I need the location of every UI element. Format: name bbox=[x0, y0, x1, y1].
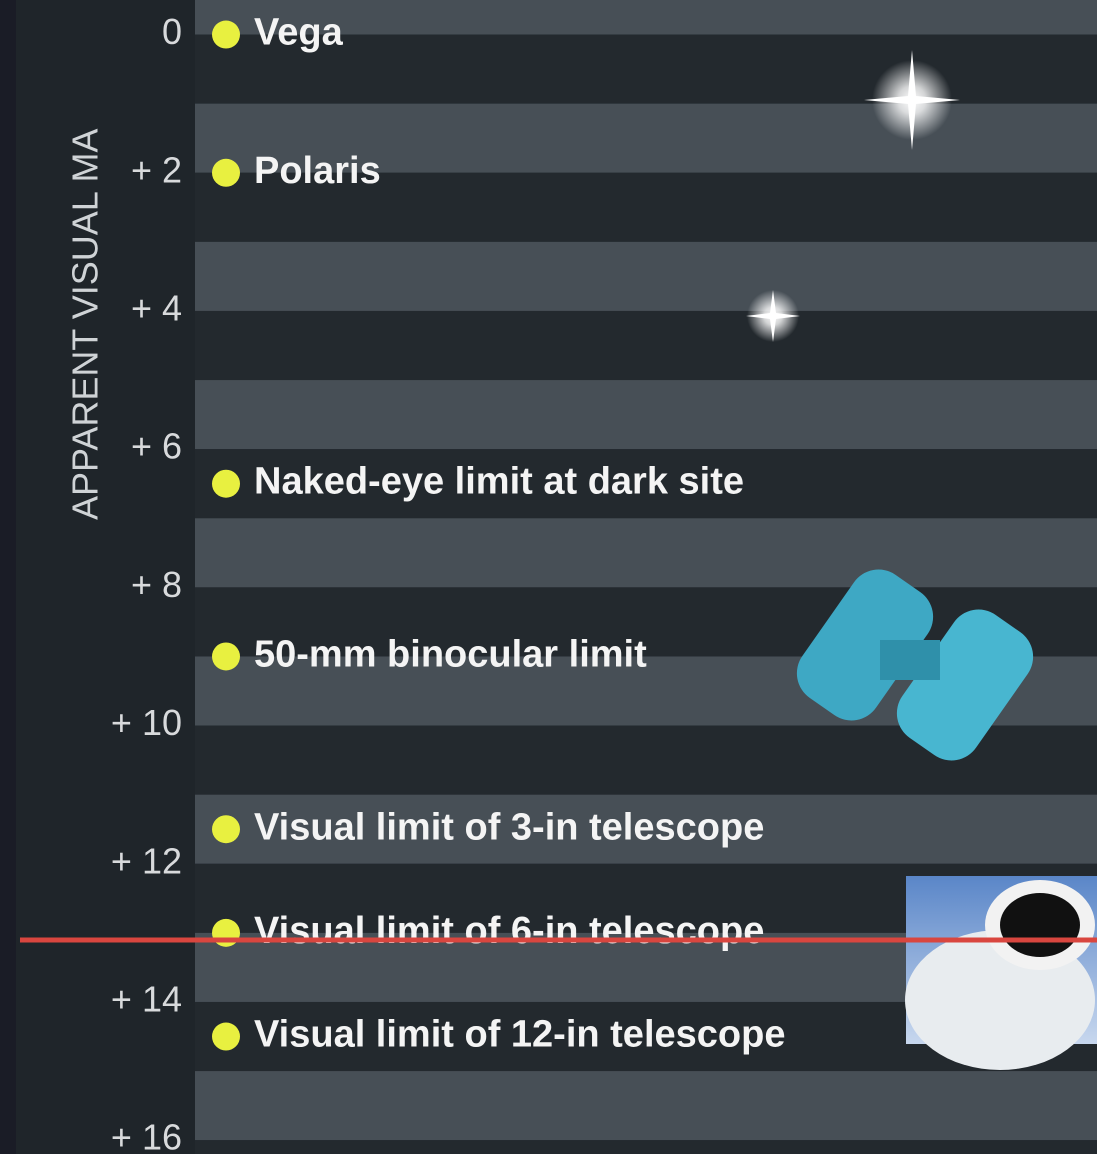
y-tick-label: + 8 bbox=[131, 564, 182, 605]
y-tick-label: + 2 bbox=[131, 149, 182, 190]
point bbox=[212, 1023, 240, 1051]
band-dark bbox=[195, 311, 1097, 380]
point bbox=[212, 919, 240, 947]
point bbox=[212, 642, 240, 670]
point-label: Naked-eye limit at dark site bbox=[254, 461, 744, 503]
point bbox=[212, 159, 240, 187]
telescope-photo bbox=[905, 876, 1097, 1070]
point-label: Vega bbox=[254, 12, 344, 54]
y-tick-label: + 12 bbox=[111, 840, 182, 881]
point-label: Visual limit of 12-in telescope bbox=[254, 1014, 785, 1056]
page: APPARENT VISUAL MA 0 + 2 + 4 + 6 + 8 + 10 + 12… bbox=[0, 0, 1097, 1154]
starfield-edge bbox=[0, 0, 16, 1154]
axis-title: APPARENT VISUAL MA bbox=[65, 129, 106, 520]
y-tick-label: + 4 bbox=[131, 287, 182, 328]
point-label: Visual limit of 3-in telescope bbox=[254, 806, 764, 848]
point bbox=[212, 21, 240, 49]
point bbox=[212, 470, 240, 498]
point bbox=[212, 815, 240, 843]
point-label: 50-mm binocular limit bbox=[254, 633, 647, 675]
band-light bbox=[195, 518, 1097, 587]
band-dark bbox=[195, 1140, 1097, 1154]
y-tick-label: + 6 bbox=[131, 426, 182, 467]
aperture bbox=[1000, 893, 1080, 957]
point-label: Visual limit of 6-in telescope bbox=[254, 910, 764, 952]
y-tick-label: + 16 bbox=[111, 1117, 182, 1154]
band-light bbox=[195, 380, 1097, 449]
binocular-bridge bbox=[880, 640, 940, 680]
y-tick-label: + 14 bbox=[111, 978, 182, 1019]
y-tick-label: 0 bbox=[162, 11, 182, 52]
band-light bbox=[195, 242, 1097, 311]
y-tick-label: + 10 bbox=[111, 702, 182, 743]
point-label: Polaris bbox=[254, 150, 381, 192]
chart: APPARENT VISUAL MA 0 + 2 + 4 + 6 + 8 + 10 + 12… bbox=[0, 0, 1097, 1154]
band-light bbox=[195, 1071, 1097, 1140]
